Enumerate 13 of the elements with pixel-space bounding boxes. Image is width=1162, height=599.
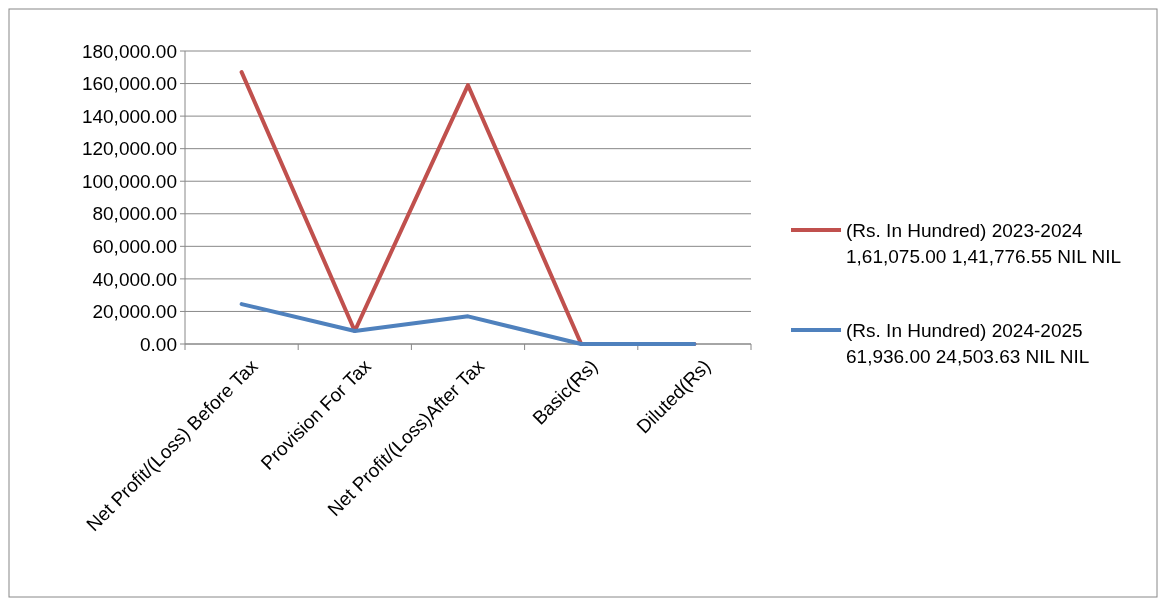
y-tick-label: 80,000.00	[92, 203, 177, 225]
y-tick-label: 0.00	[140, 333, 177, 355]
y-tick-label: 40,000.00	[92, 268, 177, 290]
y-tick-label: 60,000.00	[92, 235, 177, 257]
y-tick-label: 140,000.00	[81, 105, 177, 127]
legend-label: (Rs. In Hundred) 2024-2025 61,936.00 24,503.63 NIL NIL	[846, 319, 1090, 368]
y-tick-label: 100,000.00	[81, 170, 177, 192]
line-series	[239, 302, 697, 346]
y-tick-label: 20,000.00	[92, 301, 177, 323]
y-tick-label: 180,000.00	[81, 40, 177, 62]
y-tick-label: 160,000.00	[81, 73, 177, 95]
y-tick-label: 120,000.00	[81, 138, 177, 160]
legend-label: (Rs. In Hundred) 2023-2024 1,61,075.00 1,41,776.55 NIL NIL	[846, 219, 1122, 268]
